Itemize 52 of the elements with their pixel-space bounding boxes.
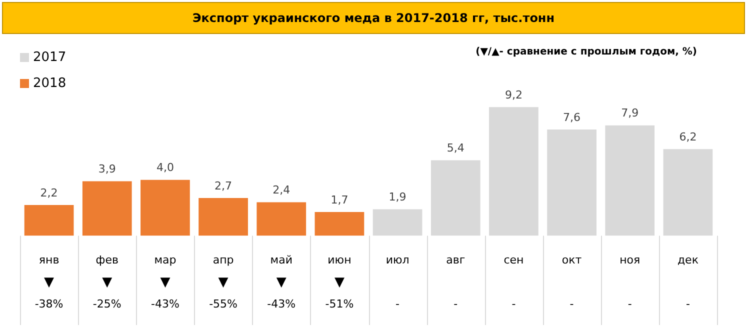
x-tick-label: сен: [504, 253, 524, 266]
text: (▼/▲- сравнение с прошлым годом, %): [476, 46, 697, 58]
data-label: 9,2: [504, 88, 522, 102]
x-tick-label: фев: [96, 253, 118, 266]
x-tick-label: июл: [386, 253, 410, 266]
bar: [605, 125, 655, 236]
text: ▼ -25%: [92, 275, 122, 311]
bar: [198, 198, 248, 236]
text: -: [570, 298, 574, 311]
chart-title: Экспорт украинского меда в 2017-2018 гг, тыс.тонн: [2, 2, 745, 34]
legend-label: 2017: [32, 48, 66, 66]
text: ▼ -55%: [209, 275, 238, 311]
x-tick-label: ноя: [620, 253, 640, 266]
data-label: 2,7: [214, 179, 232, 192]
data-label: 6,2: [679, 130, 697, 144]
data-label: 2,2: [40, 186, 58, 200]
text: ▼ -51%: [325, 275, 354, 311]
bar: [663, 149, 713, 236]
bar: [489, 107, 538, 236]
text: ▼ -43%: [267, 275, 296, 311]
data-label: 2,4: [272, 184, 290, 197]
bar: [256, 202, 306, 236]
bar: [24, 205, 74, 236]
x-tick-label: июн: [328, 253, 352, 266]
x-tick-label: май: [270, 253, 292, 266]
x-tick-label: окт: [562, 253, 582, 266]
data-label: 3,9: [98, 162, 116, 176]
text: -: [512, 298, 516, 311]
text: -: [686, 298, 690, 311]
text: -: [628, 298, 632, 311]
data-label: 7,6: [563, 110, 581, 124]
legend-label: 2018: [32, 74, 66, 92]
bar: [372, 209, 422, 236]
bar: [547, 130, 596, 236]
x-tick-label: янв: [38, 253, 60, 266]
bar: [140, 180, 190, 236]
data-label: 7,9: [621, 106, 639, 120]
data-label: 4,0: [156, 161, 174, 174]
data-label: 5,4: [446, 142, 464, 155]
bar: [430, 160, 480, 236]
text: -: [396, 298, 400, 311]
x-tick-label: дек: [677, 253, 699, 266]
text: ▼ -38%: [34, 275, 64, 311]
bar: [314, 212, 364, 236]
bar: [82, 181, 132, 236]
x-tick-label: мар: [154, 253, 176, 266]
text: -: [454, 298, 458, 311]
data-label: 1,7: [330, 193, 348, 206]
text: ▼ -43%: [150, 275, 180, 311]
x-tick-label: авг: [446, 253, 466, 266]
data-label: 1,9: [388, 190, 406, 204]
x-tick-label: апр: [212, 253, 234, 266]
